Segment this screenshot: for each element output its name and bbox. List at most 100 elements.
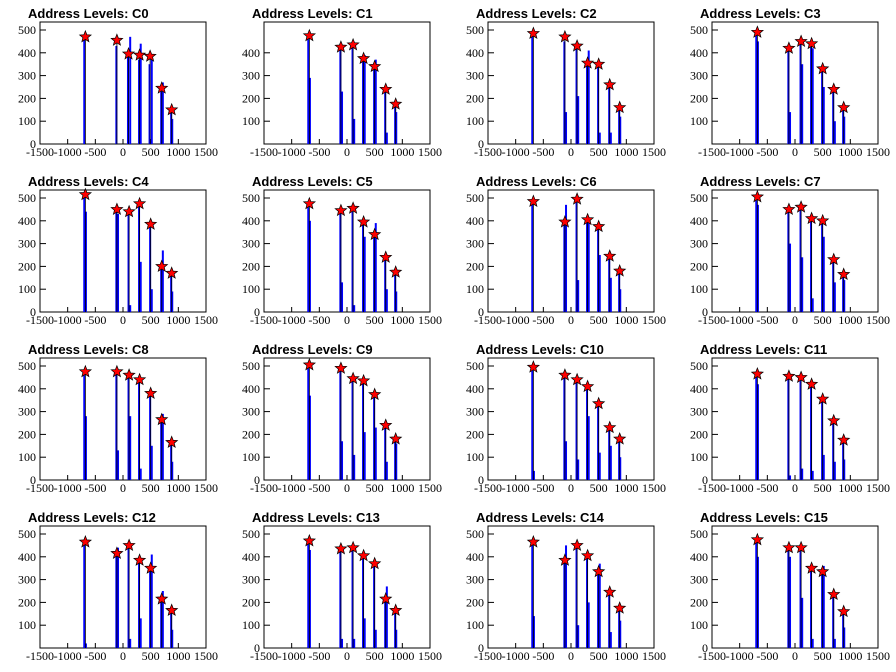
histogram-bar [363,236,366,312]
x-tick-label: -1500 [474,481,502,495]
histogram-bar [810,220,813,312]
peak-marker [346,37,360,51]
x-tick-label: 1000 [838,649,862,663]
histogram-bar [833,638,836,648]
histogram-bar [565,204,568,312]
histogram-bar [117,213,120,312]
peak-marker [144,217,158,230]
peak-marker [816,564,830,578]
chart-plot: -1500 -1000 -500 0 500 1000 1500 100 200 300 400 50… [18,525,218,663]
histogram-bar [811,638,814,648]
peak-marker [389,431,403,445]
x-tick-label: -500 [532,313,554,327]
x-tick-label: 1500 [866,649,890,663]
histogram-bar [170,611,173,648]
peak-marker [389,97,403,110]
peak-marker [580,379,595,393]
y-tick-label: 500 [242,191,260,205]
chart-panel: Address Levels: C0 -1500 -1000 -500 0 500 1000… [0,0,224,168]
chart-panel: Address Levels: C11 -1500 -1000 -500 0 500 100… [672,336,896,504]
x-tick-label: -1000 [726,145,754,159]
histogram-bar [339,370,342,480]
plot-frame [487,525,655,649]
chart-panel: Address Levels: C2 -1500 -1000 -500 0 500 1000… [448,0,672,168]
x-tick-label: -500 [532,649,554,663]
peak-marker [816,61,830,75]
y-tick-label: 500 [18,23,36,37]
histogram-bar [789,243,792,312]
peak-marker [570,192,584,205]
y-tick-label: 200 [466,259,484,273]
histogram-bar [811,298,814,312]
x-tick-label: 0 [120,649,126,663]
x-tick-label: 0 [792,313,798,327]
y-tick-label: 300 [18,69,36,83]
y-tick-label: 100 [690,450,708,464]
histogram-bar [394,273,397,312]
histogram-bar [586,220,589,312]
histogram-bar [171,118,174,144]
x-tick-label: 1000 [838,145,862,159]
histogram-bar [608,429,611,480]
histogram-bar [756,384,759,480]
x-tick-label: -1500 [250,481,278,495]
y-tick-label: 400 [466,382,484,396]
y-tick-label: 300 [690,69,708,83]
histogram-bar [385,289,388,312]
chart-panel: Address Levels: C3 -1500 -1000 -500 0 500 1000… [672,0,896,168]
histogram-bar [138,381,141,480]
y-tick-label: 200 [690,91,708,105]
peak-marker [750,367,764,380]
histogram-bar [139,261,142,312]
x-tick-label: 1000 [390,313,414,327]
histogram-bar [339,48,342,144]
x-tick-label: 0 [344,145,350,159]
x-tick-label: 500 [366,481,384,495]
peak-marker [334,541,348,555]
x-tick-label: 500 [814,145,832,159]
histogram-bar [598,563,601,648]
plot-frame [711,189,879,313]
histogram-bar [822,565,825,648]
histogram-bar [150,445,153,480]
peak-marker [570,538,584,552]
y-tick-label: 0 [702,305,708,319]
x-tick-label: 0 [344,481,350,495]
peak-marker [526,26,540,40]
histogram-bar [374,59,377,144]
y-tick-label: 100 [690,618,708,632]
histogram-bar [799,209,802,312]
histogram-bar [84,211,87,312]
x-tick-label: 1500 [866,313,890,327]
y-tick-label: 200 [242,427,260,441]
peak-marker [794,540,808,554]
y-tick-label: 300 [242,237,260,251]
x-tick-label: -1500 [698,145,726,159]
x-tick-label: 1500 [642,145,666,159]
histogram-bar [565,441,568,480]
histogram-bar [822,87,825,144]
x-tick-label: -500 [532,145,554,159]
histogram-bar [84,416,87,480]
chart-panel: Address Levels: C13 -1500 -1000 -500 0 500 100… [224,504,448,672]
x-tick-label: 500 [366,649,384,663]
peak-marker [121,46,136,60]
histogram-bar [395,112,398,144]
peak-marker [144,386,158,399]
y-tick-label: 400 [18,550,36,564]
peak-marker [144,561,158,574]
peak-marker [804,211,819,225]
y-tick-label: 500 [690,23,708,37]
peak-marker [750,25,764,38]
histogram-bar [307,543,310,648]
histogram-bar [341,441,344,480]
y-tick-label: 0 [30,137,36,151]
x-tick-label: -1500 [250,145,278,159]
histogram-bar [83,375,86,480]
x-tick-label: 1500 [642,481,666,495]
chart-title: Address Levels: C7 [700,174,821,189]
histogram-bar [586,64,589,144]
y-tick-label: 0 [702,641,708,655]
histogram-bar [362,59,365,144]
